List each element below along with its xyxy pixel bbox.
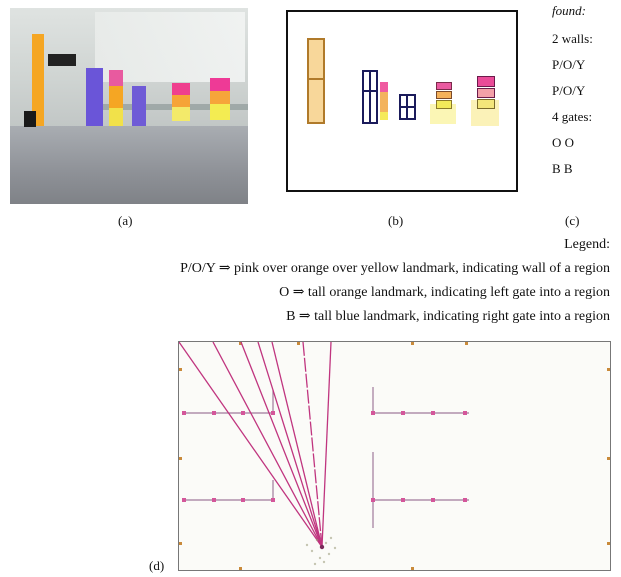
panel-label-c: (c) bbox=[565, 213, 580, 228]
map-tick bbox=[607, 368, 610, 371]
map-particle bbox=[318, 556, 322, 560]
photo-landmark-black-base bbox=[24, 111, 36, 127]
map-tick bbox=[239, 567, 242, 570]
map-tick bbox=[179, 368, 182, 371]
seg-wall1-yellow bbox=[436, 100, 452, 109]
photo-landmark-yellow-2 bbox=[172, 107, 190, 121]
map-svg bbox=[178, 341, 610, 570]
map-particle bbox=[333, 546, 337, 550]
map-ray bbox=[302, 341, 323, 548]
photo-landmark-orange-2 bbox=[172, 95, 190, 107]
photo-landmark-dark-block bbox=[48, 54, 76, 66]
found-item: P/O/Y bbox=[552, 57, 586, 72]
map-landmark bbox=[401, 498, 405, 502]
map-landmark bbox=[271, 498, 275, 502]
seg-orange-tall-divider bbox=[307, 78, 325, 80]
panel-label-d: (d) bbox=[149, 558, 165, 573]
map-landmark bbox=[401, 411, 405, 415]
legend-title: Legend: bbox=[564, 237, 610, 252]
segmentation-panel bbox=[286, 10, 518, 192]
map-particle bbox=[322, 560, 326, 564]
seg-wall2-orange bbox=[477, 88, 495, 98]
map-landmark bbox=[431, 498, 435, 502]
map-particle bbox=[313, 562, 317, 566]
map-tick bbox=[179, 542, 182, 545]
map-landmark bbox=[371, 411, 375, 415]
legend-entry: P/O/Y ⇒ pink over orange over yellow lan… bbox=[180, 261, 610, 276]
map-particle bbox=[315, 538, 319, 542]
seg-wall2-pink bbox=[477, 76, 495, 87]
map-tick bbox=[607, 542, 610, 545]
photo-floor bbox=[10, 126, 248, 204]
found-item: 2 walls: bbox=[552, 31, 593, 46]
seg-blue-short-h bbox=[399, 106, 416, 108]
map-tick bbox=[411, 342, 414, 345]
seg-blue-tall-divider bbox=[369, 70, 371, 124]
camera-photo bbox=[10, 8, 248, 204]
photo-landmark-yellow-3 bbox=[210, 104, 230, 120]
photo-rail bbox=[90, 104, 248, 110]
map-landmark bbox=[431, 411, 435, 415]
map-tick bbox=[465, 342, 468, 345]
map-ray bbox=[271, 341, 323, 548]
map-tick bbox=[411, 567, 414, 570]
map-landmark bbox=[182, 411, 186, 415]
map-landmark bbox=[212, 498, 216, 502]
seg-small-stack bbox=[380, 82, 388, 120]
found-item: O O bbox=[552, 135, 575, 150]
found-item: B B bbox=[552, 161, 573, 176]
map-landmark bbox=[271, 411, 275, 415]
found-item: 4 gates: bbox=[552, 109, 593, 124]
photo-landmark-pink-top bbox=[109, 70, 123, 86]
photo-landmark-pink-3 bbox=[210, 78, 230, 91]
panel-label-b: (b) bbox=[388, 213, 404, 228]
photo-landmark-orange-tall bbox=[32, 34, 44, 126]
photo-landmark-yellow-bottom bbox=[109, 108, 123, 126]
map-particle bbox=[305, 543, 309, 547]
map-particle bbox=[324, 541, 328, 545]
map-particle bbox=[329, 536, 333, 540]
seg-wall1-orange bbox=[436, 91, 452, 99]
seg-wall1-glow bbox=[430, 104, 456, 124]
photo-landmark-orange-3 bbox=[210, 91, 230, 104]
map-particle bbox=[327, 552, 331, 556]
map-ray bbox=[178, 341, 323, 548]
map-landmark bbox=[371, 498, 375, 502]
map-landmark bbox=[182, 498, 186, 502]
seg-small-stack-yellow bbox=[380, 112, 388, 120]
seg-blue-tall-hline bbox=[362, 90, 378, 92]
legend-entry: O ⇒ tall orange landmark, indicating lef… bbox=[279, 285, 610, 300]
map-landmark bbox=[463, 498, 467, 502]
photo-landmark-orange-mid bbox=[109, 86, 123, 108]
photo-landmark-blue-tall bbox=[86, 68, 103, 126]
map-ray bbox=[212, 341, 323, 548]
seg-wall2-yellow bbox=[477, 99, 495, 109]
localization-map bbox=[178, 341, 611, 571]
map-robot bbox=[319, 544, 325, 550]
found-item: P/O/Y bbox=[552, 83, 586, 98]
map-particle bbox=[310, 549, 314, 553]
seg-orange-tall bbox=[307, 38, 325, 124]
photo-landmark-pink-2 bbox=[172, 83, 190, 95]
map-tick bbox=[607, 457, 610, 460]
map-landmark bbox=[463, 411, 467, 415]
map-tick bbox=[179, 457, 182, 460]
map-tick bbox=[297, 342, 300, 345]
legend-entry: B ⇒ tall blue landmark, indicating right… bbox=[286, 309, 610, 324]
photo-landmark-blue-short bbox=[132, 86, 146, 126]
map-ray bbox=[257, 341, 323, 548]
map-ray bbox=[321, 341, 332, 548]
map-ray bbox=[240, 341, 323, 548]
map-landmark bbox=[212, 411, 216, 415]
panel-label-a: (a) bbox=[118, 213, 133, 228]
map-tick bbox=[239, 342, 242, 345]
map-landmark bbox=[241, 411, 245, 415]
seg-wall1-pink bbox=[436, 82, 452, 90]
found-heading: found: bbox=[552, 3, 586, 18]
map-landmark bbox=[241, 498, 245, 502]
